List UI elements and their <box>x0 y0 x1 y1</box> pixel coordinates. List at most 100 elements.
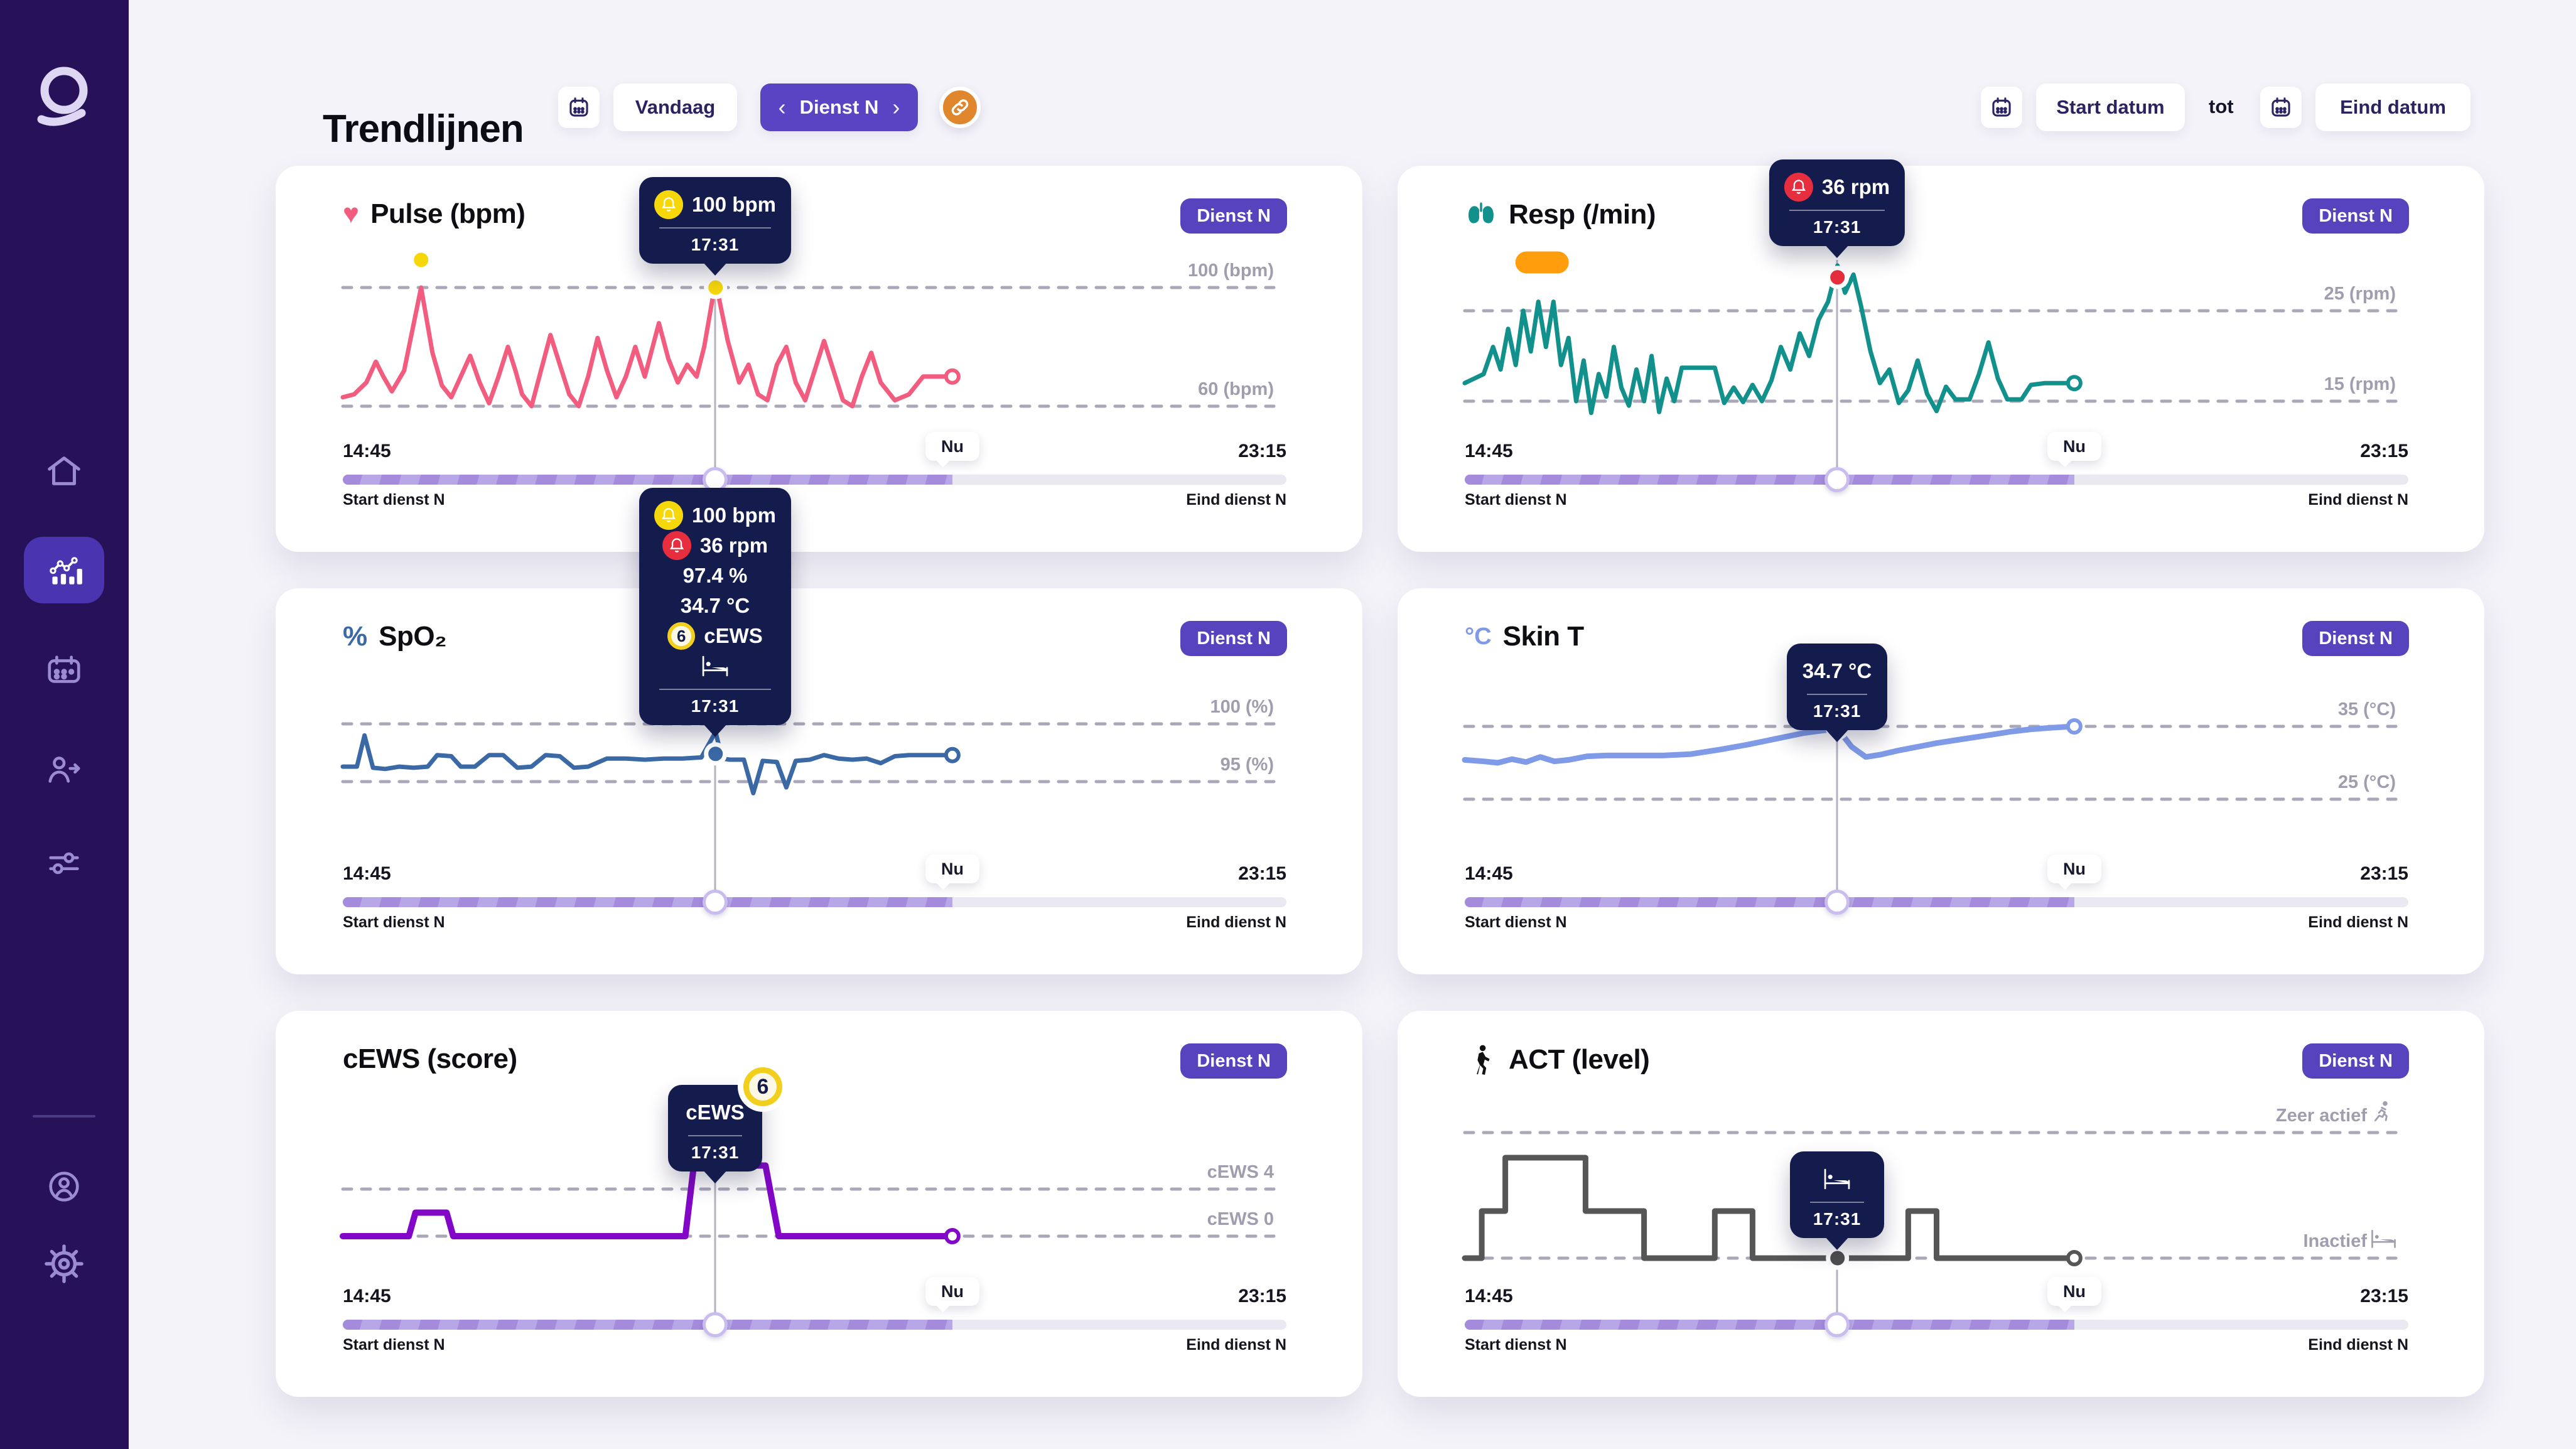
tooltip-time: 17:31 <box>691 235 740 254</box>
start-date-field[interactable]: Start datum <box>2036 83 2185 131</box>
shift-badge: Dienst N <box>2302 198 2409 234</box>
svg-text:15 (rpm): 15 (rpm) <box>2324 374 2396 394</box>
tooltip-cews-label: cEWS <box>704 624 763 647</box>
cews-score-icon: 6 <box>667 622 696 650</box>
skin-t-tooltip: 34.7 °C 17:31 <box>1787 644 1887 730</box>
sidebar-item-trends-active[interactable] <box>24 537 104 603</box>
tooltip-time: 17:31 <box>691 696 740 716</box>
tooltip-pulse-value: 100 bpm <box>692 504 776 527</box>
alarm-bell-yellow-icon <box>654 190 684 219</box>
pulse-chart[interactable]: 100 (bpm) 60 (bpm) <box>276 166 1362 552</box>
cews-score-badge: 6 <box>743 1067 782 1106</box>
time-start: 14:45 <box>343 1286 391 1306</box>
tooltip-time: 17:31 <box>691 1143 740 1162</box>
charts-grid: ♥ Pulse (bpm) Dienst N 100 (bpm) 60 (bpm)… <box>276 159 2484 1397</box>
card-title: Skin T <box>1502 621 1585 652</box>
tooltip-time: 17:31 <box>1813 217 1862 237</box>
time-start: 14:45 <box>1465 441 1513 461</box>
bed-icon <box>654 651 776 681</box>
share-link-button[interactable] <box>939 87 981 128</box>
calendar-icon <box>1992 97 2011 117</box>
svg-text:Inactief: Inactief <box>2303 1231 2367 1251</box>
shift-end-label: Eind dienst N <box>2308 1336 2408 1354</box>
timeline-cursor-handle[interactable] <box>1824 467 1850 492</box>
time-start: 14:45 <box>343 441 391 461</box>
next-shift-chevron-icon[interactable]: › <box>892 94 900 120</box>
svg-text:100 (bpm): 100 (bpm) <box>1188 261 1274 281</box>
sidebar-item-agenda[interactable] <box>45 651 84 690</box>
resp-chart[interactable]: 25 (rpm) 15 (rpm) <box>1398 166 2484 552</box>
time-end: 23:15 <box>2360 863 2408 884</box>
timeline-cursor-handle[interactable] <box>703 890 728 915</box>
sidebar-item-settings[interactable] <box>45 1244 84 1283</box>
svg-text:25 (°C): 25 (°C) <box>2338 772 2396 792</box>
bed-icon <box>1805 1164 1869 1194</box>
app-logo-q-icon <box>31 63 97 132</box>
alarm-bell-red-icon <box>662 531 691 560</box>
shift-progress-track[interactable] <box>1465 475 2408 485</box>
prev-shift-chevron-icon[interactable]: ‹ <box>778 94 786 120</box>
shift-progress-track[interactable] <box>343 475 1286 485</box>
nu-marker: Nu <box>925 1277 979 1306</box>
card-title: ACT (level) <box>1509 1044 1650 1075</box>
shift-badge: Dienst N <box>1180 1043 1287 1079</box>
shift-progress-track[interactable] <box>343 897 1286 907</box>
shift-label: Dienst N <box>799 96 879 118</box>
cews-chart[interactable]: cEWS 4 cEWS 0 <box>276 1011 1362 1397</box>
shift-end-label: Eind dienst N <box>1186 913 1286 931</box>
start-date-calendar-button[interactable] <box>1981 87 2022 128</box>
shift-selector-button[interactable]: ‹ Dienst N › <box>760 83 918 131</box>
spo2-chart[interactable]: 100 (%) 95 (%) <box>276 588 1362 974</box>
sidebar-item-patients[interactable] <box>45 750 84 789</box>
shift-progress-track[interactable] <box>343 1320 1286 1330</box>
nu-marker: Nu <box>925 854 979 883</box>
resp-tooltip: 36 rpm 17:31 <box>1769 159 1905 246</box>
card-pulse: ♥ Pulse (bpm) Dienst N 100 (bpm) 60 (bpm)… <box>276 166 1362 552</box>
shift-progress-fill <box>1465 897 2074 907</box>
shift-progress-fill <box>1465 1320 2074 1330</box>
shift-progress-fill <box>343 475 952 485</box>
tooltip-spo2-value: 97.4 % <box>682 564 748 587</box>
time-start: 14:45 <box>1465 1286 1513 1306</box>
pulse-tooltip: 100 bpm 17:31 <box>639 177 791 264</box>
sidebar-item-filters[interactable] <box>45 843 84 882</box>
shift-start-label: Start dienst N <box>343 491 445 509</box>
alarm-bell-yellow-icon <box>654 501 684 530</box>
shift-start-label: Start dienst N <box>343 913 445 931</box>
svg-text:cEWS 4: cEWS 4 <box>1207 1162 1274 1182</box>
tooltip-value: 34.7 °C <box>1802 659 1872 682</box>
tooltip-resp-value: 36 rpm <box>699 534 768 557</box>
timeline-cursor-handle[interactable] <box>1824 1312 1850 1337</box>
shift-end-label: Eind dienst N <box>2308 491 2408 509</box>
tot-label: tot <box>2209 95 2234 117</box>
nu-marker: Nu <box>925 432 979 461</box>
card-title: cEWS (score) <box>343 1043 517 1074</box>
svg-text:95 (%): 95 (%) <box>1221 755 1274 775</box>
card-cews: cEWS (score) Dienst N cEWS 4 cEWS 0 6 cEW… <box>276 1011 1362 1397</box>
shift-badge: Dienst N <box>2302 621 2409 656</box>
link-icon <box>951 99 969 116</box>
timeline-cursor-handle[interactable] <box>703 1312 728 1337</box>
calendar-button[interactable] <box>558 87 600 128</box>
today-button[interactable]: Vandaag <box>613 83 737 131</box>
svg-text:25 (rpm): 25 (rpm) <box>2324 284 2396 304</box>
calendar-icon <box>2272 97 2290 117</box>
shift-progress-track[interactable] <box>1465 897 2408 907</box>
nu-marker: Nu <box>2047 1277 2101 1306</box>
tooltip-time: 17:31 <box>1813 701 1862 721</box>
calendar-icon <box>569 97 588 117</box>
card-act: ACT (level) Dienst N Zeer actief Inactie… <box>1398 1011 2484 1397</box>
time-end: 23:15 <box>1238 863 1286 884</box>
sidebar-item-home[interactable] <box>45 452 84 491</box>
time-end: 23:15 <box>1238 441 1286 461</box>
end-date-field[interactable]: Eind datum <box>2315 83 2471 131</box>
shift-start-label: Start dienst N <box>1465 913 1567 931</box>
end-date-calendar-button[interactable] <box>2260 87 2302 128</box>
timeline-cursor-handle[interactable] <box>1824 890 1850 915</box>
sidebar-item-profile[interactable] <box>45 1167 84 1206</box>
shift-progress-track[interactable] <box>1465 1320 2408 1330</box>
act-chart[interactable]: Zeer actief Inactief <box>1398 1011 2484 1397</box>
shift-start-label: Start dienst N <box>1465 491 1567 509</box>
start-date-placeholder: Start datum <box>2056 96 2165 118</box>
walking-person-icon <box>1465 1043 1497 1076</box>
